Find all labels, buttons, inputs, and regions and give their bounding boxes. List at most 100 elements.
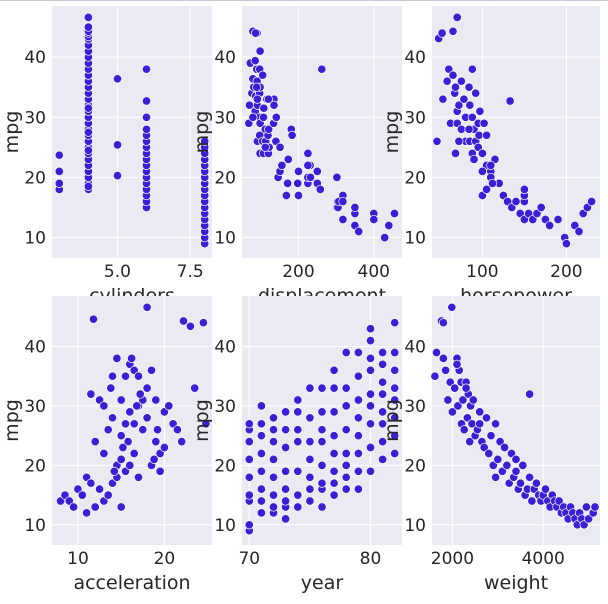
x-tick-label: 80: [360, 549, 382, 569]
data-point: [329, 466, 339, 476]
data-point: [268, 413, 279, 423]
data-point: [462, 413, 472, 423]
data-point: [353, 395, 363, 405]
data-point: [380, 233, 390, 243]
data-point: [164, 401, 174, 411]
data-point: [264, 124, 274, 134]
data-point: [54, 150, 64, 160]
data-point: [201, 419, 211, 429]
scatter-points: [244, 26, 400, 243]
data-point: [129, 419, 139, 429]
data-point: [464, 82, 474, 92]
data-point: [90, 437, 100, 447]
subplot-year: 70 80 10 20 30 40 year mpg: [191, 296, 402, 594]
data-point: [116, 454, 126, 464]
data-point: [116, 431, 126, 441]
data-point: [132, 401, 142, 411]
data-point: [341, 484, 351, 494]
data-point: [255, 46, 265, 56]
y-tick-label: 30: [214, 108, 236, 128]
data-point: [369, 214, 379, 225]
data-point: [312, 166, 322, 176]
data-point: [438, 94, 448, 104]
data-point: [453, 401, 463, 411]
y-tick-label: 10: [404, 229, 426, 249]
data-point: [353, 466, 363, 476]
data-point: [141, 112, 152, 122]
y-tick-label: 20: [404, 168, 426, 188]
data-point: [477, 148, 487, 158]
data-point: [305, 437, 315, 447]
data-point: [332, 172, 342, 182]
data-point: [133, 472, 144, 482]
data-point: [353, 347, 363, 358]
data-point: [354, 226, 364, 237]
data-point: [159, 442, 169, 453]
data-point: [390, 448, 400, 459]
y-axis-label: mpg: [381, 399, 403, 442]
data-point: [83, 103, 93, 113]
data-point: [353, 431, 363, 441]
data-point: [268, 472, 279, 482]
data-point: [317, 425, 327, 435]
data-point: [120, 371, 131, 381]
data-point: [378, 407, 388, 417]
data-point: [561, 239, 571, 249]
data-point: [256, 431, 266, 441]
data-point: [378, 347, 388, 358]
y-tick-label: 30: [24, 108, 46, 128]
data-point: [95, 484, 105, 494]
data-point: [260, 142, 270, 152]
data-point: [511, 454, 521, 464]
data-point: [511, 466, 521, 476]
data-point: [281, 442, 291, 453]
data-point: [99, 448, 109, 459]
data-point: [468, 395, 478, 405]
data-point: [482, 184, 492, 194]
data-point: [484, 448, 494, 459]
data-point: [341, 448, 351, 459]
data-point: [106, 383, 116, 393]
data-point: [441, 365, 451, 375]
data-point: [281, 190, 291, 201]
y-tick-label: 20: [24, 456, 46, 476]
x-tick-label: 100: [466, 262, 498, 282]
x-tick-label: 4000: [522, 549, 565, 569]
data-point: [112, 353, 122, 363]
data-point: [475, 419, 485, 429]
data-point: [505, 96, 515, 106]
data-point: [271, 112, 281, 122]
data-point: [293, 395, 303, 405]
x-tick-label: 70: [238, 549, 260, 569]
data-point: [487, 178, 498, 188]
data-point: [454, 100, 464, 110]
data-point: [107, 413, 118, 423]
data-point: [83, 145, 93, 155]
data-point: [83, 12, 93, 22]
data-point: [317, 383, 327, 393]
data-point: [378, 454, 388, 464]
data-point: [112, 140, 123, 150]
data-point: [244, 454, 254, 464]
data-point: [365, 324, 376, 334]
data-point: [442, 76, 452, 86]
data-point: [456, 76, 466, 86]
data-point: [293, 466, 303, 476]
data-point: [390, 318, 400, 328]
data-point: [500, 442, 510, 453]
data-point: [177, 437, 187, 447]
data-point: [474, 130, 484, 140]
data-point: [329, 448, 339, 459]
data-point: [129, 448, 139, 459]
data-point: [293, 437, 303, 447]
data-point: [77, 490, 87, 500]
data-point: [350, 202, 360, 213]
data-point: [248, 112, 258, 122]
data-point: [281, 466, 291, 476]
data-point: [116, 395, 126, 405]
data-point: [384, 220, 394, 231]
data-point: [378, 437, 388, 447]
data-point: [317, 478, 327, 488]
data-point: [88, 314, 99, 324]
subplot-displacement: 20040010203040displacementmpg: [191, 6, 402, 307]
